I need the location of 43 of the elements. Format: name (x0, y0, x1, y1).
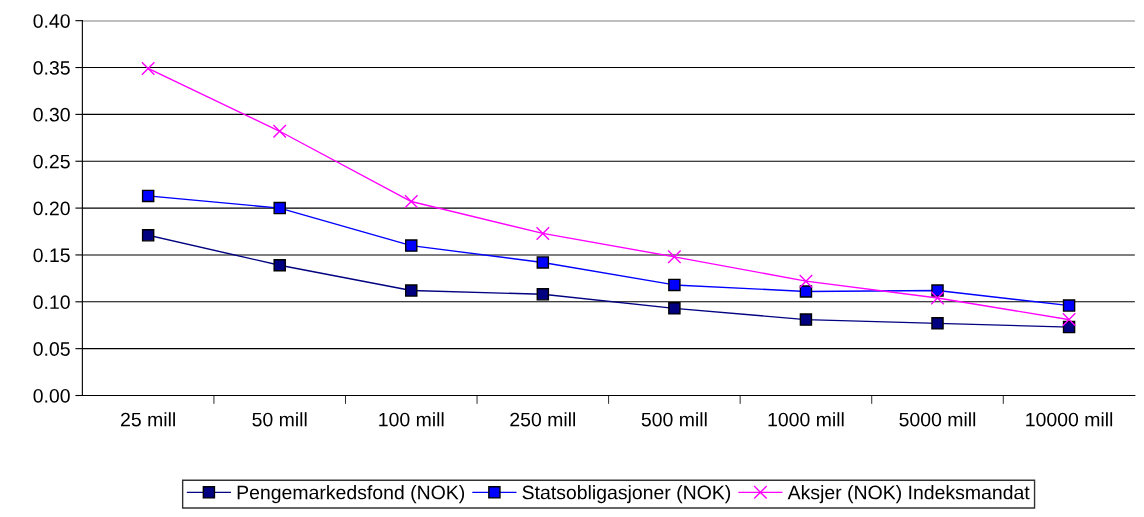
point (535, 226, 550, 241)
y-tick-label: 0.30 (33, 107, 70, 122)
x-tick-label: 5000 mill (899, 412, 976, 427)
point (1062, 299, 1076, 312)
y-tick-label: 0.00 (33, 388, 70, 403)
y-tick-label: 0.35 (33, 61, 70, 75)
y-tick-label: 0.15 (33, 248, 70, 263)
point (405, 284, 418, 297)
point (536, 288, 550, 301)
y-tick-label: 0.05 (33, 342, 70, 356)
point (799, 313, 813, 326)
x-tick-label: 1000 mill (768, 412, 844, 427)
point (668, 302, 681, 315)
legend-label: Pengemarkedsfond (NOK) (237, 485, 465, 504)
point (404, 194, 419, 209)
y-tick-label: 0.20 (33, 201, 70, 216)
point (1062, 312, 1077, 327)
point (273, 201, 286, 215)
point (141, 229, 155, 242)
point (273, 259, 286, 272)
point (272, 124, 287, 139)
x-tick-label: 100 mill (379, 412, 444, 427)
point (930, 291, 945, 305)
x-tick-label: 25 mill (121, 412, 175, 427)
y-tick-label: 0.40 (33, 14, 70, 28)
x-tick-label: 50 mill (252, 412, 307, 427)
x-tick-label: 500 mill (641, 412, 707, 427)
point (667, 249, 682, 264)
point (141, 61, 156, 76)
point (799, 285, 813, 298)
legend-label: Aksjer (NOK) Indeksmandat (787, 485, 1030, 504)
point (536, 256, 550, 269)
y-tick-label: 0.10 (33, 295, 70, 310)
x-tick-label: 10000 mill (1026, 412, 1113, 427)
y-tick-label: 0.25 (33, 154, 70, 169)
point (668, 278, 681, 292)
point (405, 239, 418, 252)
point (931, 284, 944, 297)
legend-label: Statsobligasjoner (NOK) (522, 485, 731, 504)
point (799, 274, 813, 289)
point (141, 189, 155, 203)
point (931, 317, 944, 330)
x-tick-label: 250 mill (510, 412, 576, 427)
